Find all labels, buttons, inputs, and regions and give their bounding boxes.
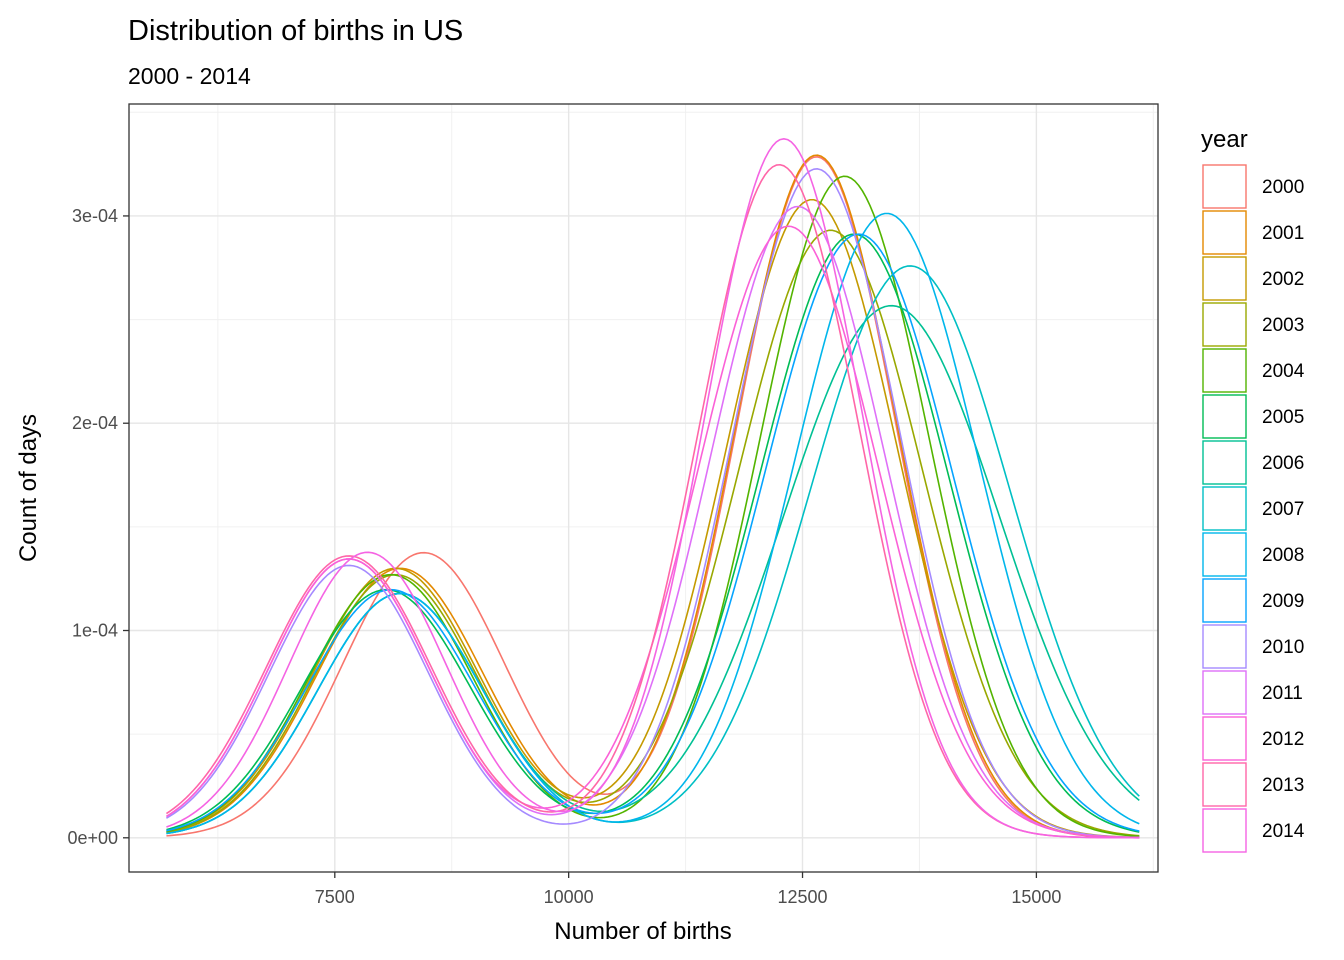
- legend-key: [1203, 303, 1246, 346]
- legend-label: 2007: [1262, 499, 1304, 520]
- legend-label: 2006: [1262, 453, 1304, 474]
- legend-label: 2003: [1262, 315, 1304, 336]
- legend-item-2013: 2013: [1203, 763, 1304, 806]
- legend: year 20002001200220032004200520062007200…: [1201, 126, 1305, 852]
- legend-key: [1203, 395, 1246, 438]
- legend-label: 2004: [1262, 361, 1305, 382]
- x-tick-label: 15000: [1011, 887, 1061, 907]
- x-axis-title: Number of births: [554, 918, 731, 945]
- legend-label: 2002: [1262, 269, 1304, 290]
- y-tick-label: 3e-04: [72, 206, 118, 226]
- y-axis: 0e+00 1e-04 2e-04 3e-04: [67, 206, 129, 848]
- legend-item-2001: 2001: [1203, 211, 1304, 254]
- chart-subtitle: 2000 - 2014: [128, 63, 251, 89]
- legend-label: 2008: [1262, 545, 1304, 566]
- legend-key: [1203, 579, 1246, 622]
- legend-key: [1203, 211, 1246, 254]
- legend-key: [1203, 533, 1246, 576]
- legend-item-2009: 2009: [1203, 579, 1304, 622]
- legend-key: [1203, 625, 1246, 668]
- legend-label: 2005: [1262, 407, 1304, 428]
- legend-item-2005: 2005: [1203, 395, 1304, 438]
- legend-key: [1203, 763, 1246, 806]
- legend-key: [1203, 809, 1246, 852]
- legend-key: [1203, 441, 1246, 484]
- x-tick-label: 12500: [777, 887, 827, 907]
- legend-key: [1203, 257, 1246, 300]
- plot-panel: [129, 104, 1158, 872]
- legend-label: 2010: [1262, 637, 1304, 658]
- legend-item-2004: 2004: [1203, 349, 1305, 392]
- legend-item-2011: 2011: [1203, 671, 1303, 714]
- legend-label: 2012: [1262, 729, 1304, 750]
- legend-title: year: [1201, 126, 1248, 153]
- legend-label: 2000: [1262, 177, 1304, 198]
- legend-label: 2013: [1262, 775, 1304, 796]
- panel-background: [129, 104, 1158, 872]
- legend-key: [1203, 717, 1246, 760]
- x-axis: 7500 10000 12500 15000: [315, 872, 1062, 907]
- legend-item-2000: 2000: [1203, 165, 1304, 208]
- y-tick-label: 2e-04: [72, 413, 118, 433]
- x-tick-label: 10000: [544, 887, 594, 907]
- legend-item-2010: 2010: [1203, 625, 1304, 668]
- legend-key: [1203, 671, 1246, 714]
- x-tick-label: 7500: [315, 887, 355, 907]
- legend-items: 2000 2001 2002 2003 2004 2005 2006 2007 2008 2009…: [1203, 165, 1305, 852]
- legend-label: 2009: [1262, 591, 1304, 612]
- legend-item-2007: 2007: [1203, 487, 1304, 530]
- legend-label: 2001: [1262, 223, 1304, 244]
- legend-item-2014: 2014: [1203, 809, 1305, 852]
- y-axis-title: Count of days: [15, 414, 42, 562]
- y-tick-label: 1e-04: [72, 621, 118, 641]
- legend-item-2002: 2002: [1203, 257, 1304, 300]
- legend-item-2003: 2003: [1203, 303, 1304, 346]
- legend-key: [1203, 487, 1246, 530]
- legend-item-2008: 2008: [1203, 533, 1304, 576]
- legend-item-2006: 2006: [1203, 441, 1304, 484]
- legend-label: 2011: [1262, 683, 1303, 704]
- chart-title: Distribution of births in US: [128, 15, 463, 47]
- legend-key: [1203, 165, 1246, 208]
- legend-key: [1203, 349, 1246, 392]
- legend-item-2012: 2012: [1203, 717, 1304, 760]
- legend-label: 2014: [1262, 821, 1305, 842]
- y-tick-label: 0e+00: [67, 828, 118, 848]
